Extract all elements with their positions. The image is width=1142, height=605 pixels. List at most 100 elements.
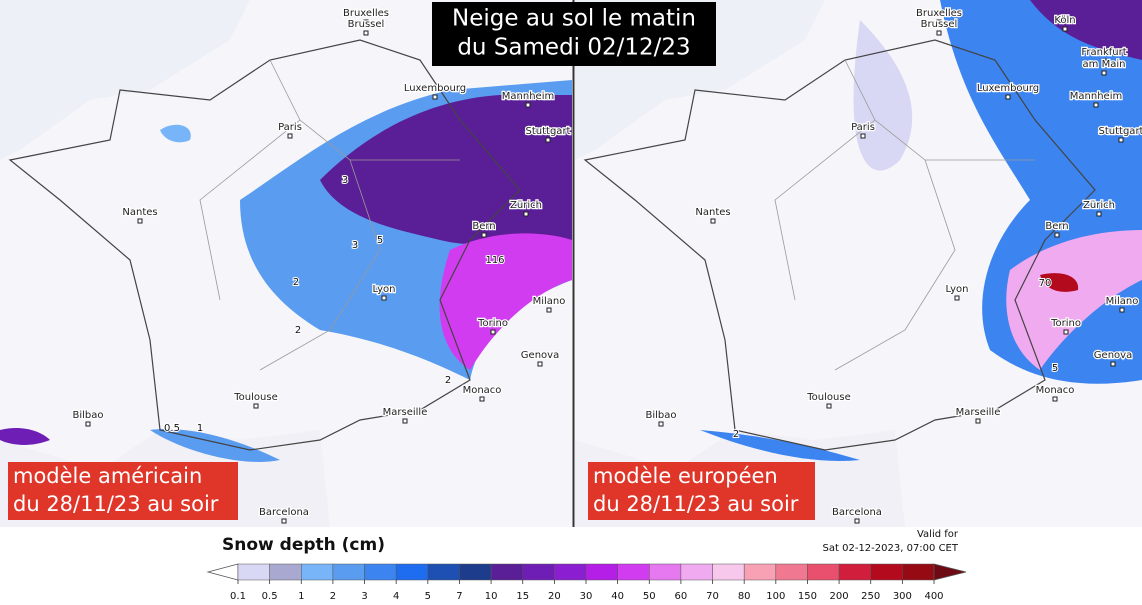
coastline — [583, 39, 1096, 451]
colorbar-segment — [617, 563, 650, 581]
city-marker — [1101, 70, 1107, 76]
title-line: du Samedi 02/12/23 — [457, 35, 690, 61]
map-labels: BruxellesBrusselLuxembourgMannheimStuttg… — [71, 7, 1142, 524]
city-marker — [381, 295, 387, 301]
city-marker — [975, 418, 981, 424]
colorbar-tick-label: 1 — [298, 591, 304, 601]
city-label: Bilbao — [72, 410, 103, 421]
city-marker — [137, 218, 143, 224]
colorbar-segment — [459, 563, 492, 581]
city-label: Genova — [521, 350, 559, 361]
city-label: Nantes — [122, 207, 157, 218]
city-marker — [490, 329, 496, 335]
model-label-box — [8, 462, 238, 520]
contour-label: 1 — [197, 423, 203, 434]
colorbar-segment — [269, 563, 302, 581]
city-marker — [860, 133, 866, 139]
colorbar-segment — [395, 563, 429, 581]
colorbar-tick-label: 30 — [580, 591, 593, 601]
city-marker — [658, 421, 664, 427]
model-label: modèle européen — [593, 464, 778, 488]
colorbar-tick-label: 80 — [738, 591, 751, 601]
city-marker — [363, 30, 369, 36]
colorbar-segment — [522, 563, 555, 581]
contour-label: 3 — [342, 175, 348, 186]
city-label: Marseille — [956, 407, 1001, 418]
colorbar-segment — [364, 563, 397, 581]
contour-label: 5 — [377, 235, 383, 246]
city-label: Torino — [1050, 318, 1081, 329]
city-marker — [1119, 307, 1125, 313]
colorbar-segment — [870, 563, 903, 581]
city-label: Genova — [1094, 350, 1132, 361]
contour-label: 2 — [295, 325, 301, 336]
colorbar-segment — [554, 563, 587, 581]
city-marker — [1063, 329, 1069, 335]
sea — [0, 0, 250, 160]
city-marker — [85, 421, 91, 427]
colorbar-segment — [902, 563, 935, 581]
title-box — [432, 2, 716, 66]
colorbar-segment — [490, 563, 523, 581]
colorbar-tick-label: 5 — [425, 591, 431, 601]
colorbar: 0.1 0.5 1 2 3 4 5 7 10 15 20 30 40 50 60 70 80 100 150 200 2… — [206, 563, 967, 602]
colorbar-segment — [743, 563, 777, 581]
colorbar-tick-label: 40 — [611, 591, 624, 601]
city-marker — [537, 361, 543, 367]
city-label: Toulouse — [233, 392, 277, 403]
city-marker — [1110, 361, 1116, 367]
city-marker — [363, 19, 369, 25]
title-line: Neige au sol le matin — [452, 6, 696, 32]
map-left — [0, 0, 572, 527]
city-marker — [1118, 137, 1124, 143]
colorbar-segment — [237, 563, 270, 581]
city-label: Stuttgart — [1099, 126, 1142, 137]
city-marker — [281, 518, 287, 524]
model-label: du 28/11/23 au soir — [13, 492, 219, 516]
city-marker — [253, 403, 259, 409]
city-label: Monaco — [463, 385, 502, 396]
city-label: am Main — [1083, 59, 1126, 70]
city-label: Bern — [472, 221, 495, 232]
colorbar-tick-label: 7 — [456, 591, 462, 601]
city-label: Marseille — [383, 407, 428, 418]
colorbar-tick-label: 15 — [516, 591, 529, 601]
city-label: Lyon — [945, 284, 968, 295]
city-label: Milano — [533, 296, 566, 307]
city-marker — [854, 518, 860, 524]
model-label: modèle américain — [13, 464, 202, 488]
colorbar-tick-label: 3 — [361, 591, 367, 601]
legend-title: Snow depth (cm) — [222, 535, 385, 555]
contour-label: 2 — [293, 277, 299, 288]
city-marker — [545, 137, 551, 143]
contour-label: 0.5 — [164, 423, 180, 434]
valid-label: Valid for — [917, 529, 959, 540]
colorbar-tick-label: 70 — [706, 591, 719, 601]
colorbar-tick-label: 200 — [830, 591, 849, 601]
contour-label: 70 — [1039, 278, 1052, 289]
snow-area — [439, 233, 572, 370]
colorbar-tick-label: 150 — [798, 591, 817, 601]
city-label: Bern — [1045, 221, 1068, 232]
city-marker — [1093, 102, 1099, 108]
snow-area — [320, 95, 572, 245]
colorbar-segment — [649, 563, 682, 581]
city-marker — [1005, 94, 1011, 100]
city-marker — [402, 418, 408, 424]
city-label: Barcelona — [259, 507, 309, 518]
region-borders — [199, 59, 460, 371]
snow-area — [160, 124, 191, 143]
colorbar-segment — [712, 563, 745, 581]
city-label: Brussel — [921, 19, 958, 30]
coastline — [8, 39, 521, 451]
colorbar-segment — [332, 563, 365, 581]
city-label: Nantes — [695, 207, 730, 218]
colorbar-tick-label: 10 — [485, 591, 498, 601]
city-label: Köln — [1054, 15, 1075, 26]
snow-area — [700, 430, 860, 461]
colorbar-segment — [427, 563, 460, 581]
city-marker — [954, 295, 960, 301]
city-marker — [1062, 26, 1068, 32]
colorbar-tick-label: 20 — [548, 591, 561, 601]
city-marker — [432, 94, 438, 100]
